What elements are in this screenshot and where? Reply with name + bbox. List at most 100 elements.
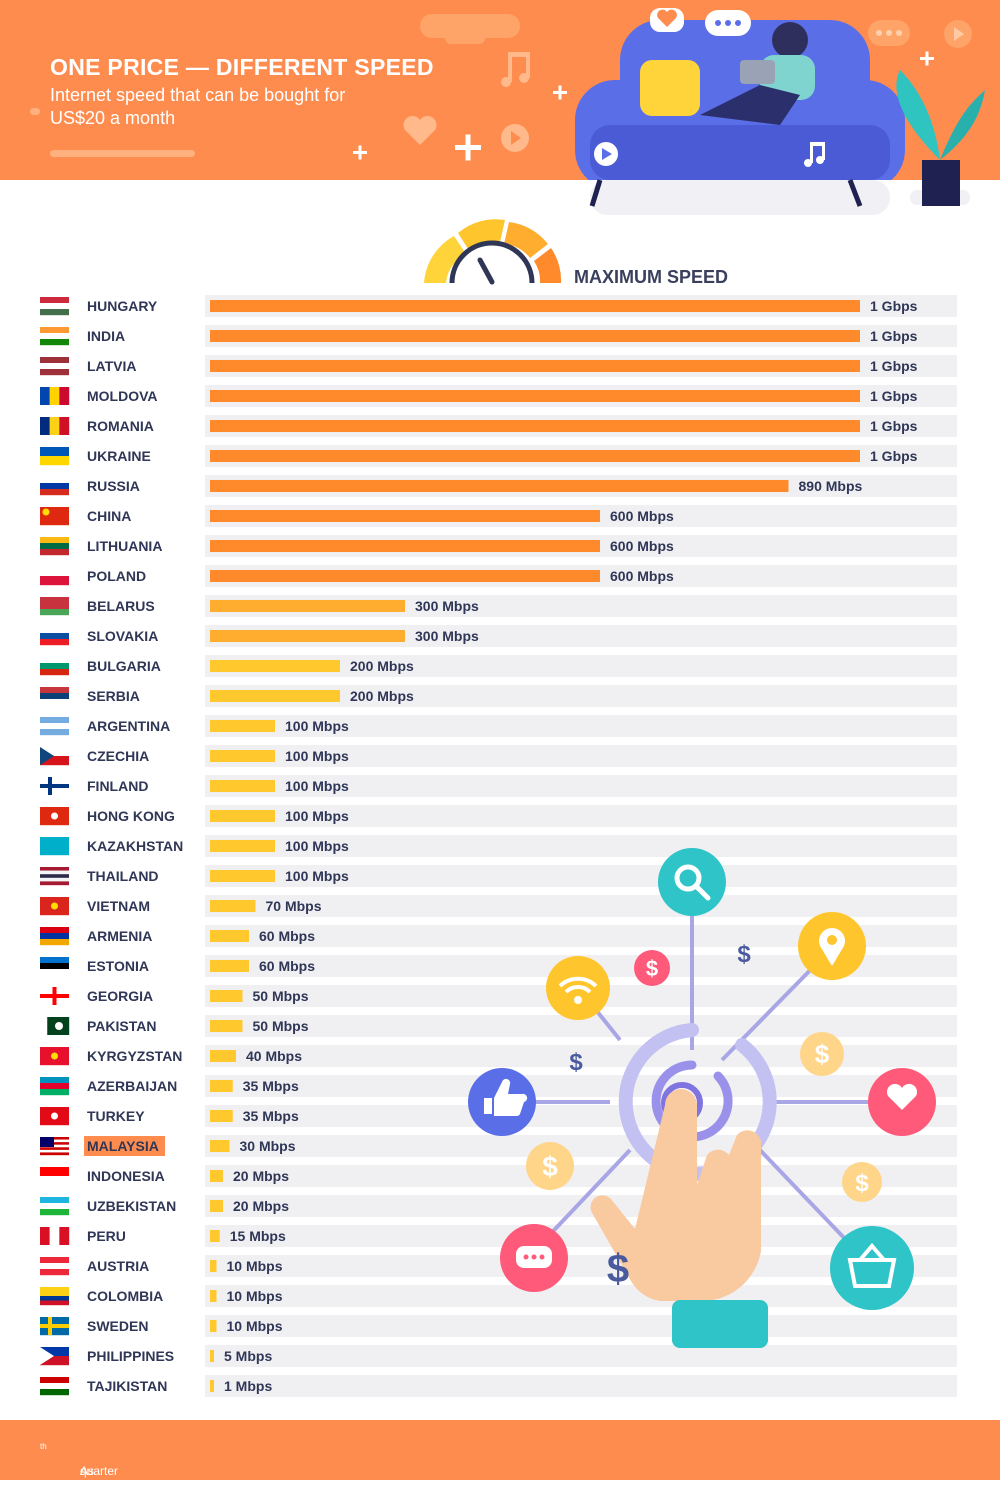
chart-row: UZBEKISTAN 20 Mbps: [40, 1195, 957, 1217]
chart-row: TAJIKISTAN 1 Mbps: [40, 1375, 957, 1397]
row-background: [205, 1285, 957, 1307]
chat-icon: [500, 1224, 568, 1292]
flag-icon: [40, 927, 69, 946]
flag-icon: [40, 627, 69, 646]
chart-row: ARGENTINA 100 Mbps: [40, 715, 957, 737]
chart-row: POLAND 600 Mbps: [40, 565, 957, 587]
flag-icon: [40, 1347, 69, 1366]
flag-icon: [40, 897, 69, 916]
value-label: 10 Mbps: [227, 1288, 283, 1304]
plus-icon: [455, 134, 481, 161]
bar: [210, 1260, 217, 1272]
highlight-badge: [84, 1136, 165, 1156]
bar: [210, 300, 860, 312]
bar: [210, 1140, 230, 1152]
row-background: [205, 1345, 957, 1367]
flag-icon: [40, 687, 69, 706]
row-background: [205, 1135, 957, 1157]
country-label: AZERBAIJAN: [87, 1078, 177, 1094]
search-icon: [658, 848, 726, 916]
chart-row: ROMANIA 1 Gbps: [40, 415, 957, 437]
bar: [210, 480, 789, 492]
bar: [210, 1050, 236, 1062]
bar: [210, 1350, 214, 1362]
flag-icon: [40, 447, 69, 466]
flag-icon: [40, 1017, 70, 1035]
value-label: 890 Mbps: [799, 478, 863, 494]
flag-icon: [40, 1377, 69, 1396]
country-label: KYRGYZSTAN: [87, 1048, 182, 1064]
heart-icon: [403, 115, 437, 145]
country-label: HONG KONG: [87, 808, 175, 824]
row-background: [205, 775, 957, 797]
chart-row: CZECHIA 100 Mbps: [40, 745, 957, 767]
flag-icon: [40, 1317, 69, 1336]
country-label: RUSSIA: [87, 478, 140, 494]
flag-icon: [40, 1107, 69, 1126]
flag-icon: [40, 837, 69, 856]
value-label: 5 Mbps: [224, 1348, 272, 1364]
country-label: AUSTRIA: [87, 1258, 149, 1274]
header-banner: ONE PRICE — DIFFERENT SPEED Internet spe…: [0, 0, 1000, 180]
bar: [210, 1170, 223, 1182]
value-label: 50 Mbps: [253, 988, 309, 1004]
country-label: FINLAND: [87, 778, 148, 794]
location-pin-icon: [798, 912, 866, 980]
country-label: UZBEKISTAN: [87, 1198, 176, 1214]
value-label: 1 Gbps: [870, 328, 918, 344]
country-label: PERU: [87, 1228, 126, 1244]
svg-text:$: $: [815, 1039, 830, 1069]
value-label: 40 Mbps: [246, 1048, 302, 1064]
value-label: 50 Mbps: [253, 1018, 309, 1034]
svg-text:$: $: [737, 941, 751, 968]
value-label: 100 Mbps: [285, 718, 349, 734]
chart-row: PERU 15 Mbps: [40, 1225, 957, 1247]
dollar-badge-icon: $: [634, 950, 670, 986]
row-background: [205, 1165, 957, 1187]
row-background: [205, 805, 957, 827]
flag-icon: [40, 1227, 70, 1245]
value-label: 100 Mbps: [285, 778, 349, 794]
value-label: 35 Mbps: [243, 1108, 299, 1124]
country-label: TURKEY: [87, 1108, 145, 1124]
chart-row: UKRAINE 1 Gbps: [40, 445, 957, 467]
chart-row: SWEDEN 10 Mbps: [40, 1315, 957, 1337]
like-icon: [468, 1068, 536, 1136]
row-background: [205, 1255, 957, 1277]
bar: [210, 600, 405, 612]
country-label: ARGENTINA: [87, 718, 170, 734]
country-label: PHILIPPINES: [87, 1348, 174, 1364]
chart-row: ARMENIA 60 Mbps: [40, 925, 957, 947]
flag-icon: [40, 537, 69, 556]
row-background: [205, 715, 957, 737]
chart-row: MOLDOVA 1 Gbps: [40, 385, 957, 407]
flag-icon: [40, 357, 69, 376]
chart-row: KYRGYZSTAN 40 Mbps: [40, 1045, 957, 1067]
couch-illustration: [575, 20, 905, 180]
chart-row: HONG KONG 100 Mbps: [40, 805, 957, 827]
bar: [210, 570, 600, 582]
bar: [210, 1230, 220, 1242]
row-background: [205, 1195, 957, 1217]
pointing-hand-icon: [590, 1089, 768, 1348]
bar: [210, 1380, 214, 1392]
touch-network-illustration: $ $ $ $ $ $ $: [468, 848, 936, 1348]
country-label: SERBIA: [87, 688, 140, 704]
bar: [210, 1020, 243, 1032]
value-label: 60 Mbps: [259, 928, 315, 944]
row-background: [205, 895, 957, 917]
svg-text:$: $: [607, 1247, 629, 1291]
row-background: [205, 925, 957, 947]
chart-row: BULGARIA 200 Mbps: [40, 655, 957, 677]
wifi-icon: [546, 956, 610, 1020]
value-label: 600 Mbps: [610, 538, 674, 554]
row-background: [205, 1045, 957, 1067]
chart-row: LATVIA 1 Gbps: [40, 355, 957, 377]
plus-icon-small: [553, 85, 567, 100]
bar: [210, 960, 249, 972]
flag-icon: [40, 1287, 69, 1306]
flag-icon: [40, 747, 69, 766]
value-label: 20 Mbps: [233, 1168, 289, 1184]
bar: [210, 900, 256, 912]
music-note-icon-white: [804, 142, 825, 167]
